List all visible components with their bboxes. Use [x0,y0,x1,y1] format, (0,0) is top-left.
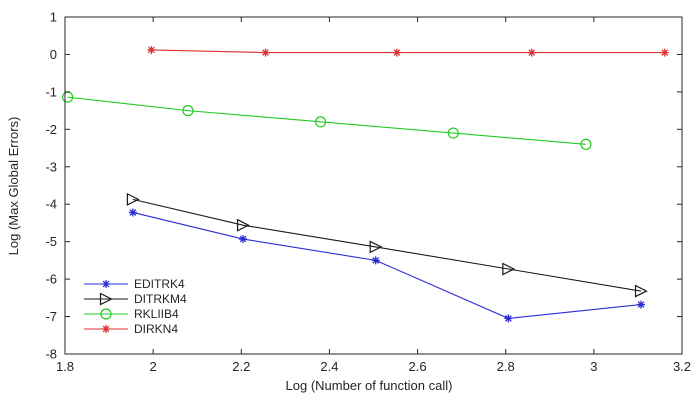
data-point-rkliib4 [580,138,592,150]
legend-box [77,273,229,343]
x-tick-label: 2.4 [320,359,338,374]
data-point-editrk4 [239,235,248,244]
x-tick-label: 2 [150,359,157,374]
data-point-dirkn4 [147,45,156,54]
y-tick-label: -8 [45,347,57,362]
data-point-dirkn4 [660,48,669,57]
data-point-ditrkm4 [236,218,250,232]
data-point-rkliib4 [315,116,327,128]
legend-label-dirkn4: DIRKN4 [134,322,178,336]
legend-marker-ditrkm4 [99,292,113,306]
data-point-editrk4 [504,314,513,323]
axes-frame [64,16,683,355]
data-point-editrk4 [128,208,137,217]
legend-label-rkliib4: RKLIIB4 [134,307,179,321]
x-tick-label: 3 [590,359,597,374]
legend-marker-rkliib4 [100,308,112,320]
data-point-rkliib4 [182,105,194,117]
legend-label-editrk4: EDITRK4 [134,277,185,291]
x-axis-title: Log (Number of function call) [286,378,453,393]
y-tick-label: 0 [50,47,57,62]
y-tick-label: -5 [45,234,57,249]
data-point-dirkn4 [527,48,536,57]
legend-marker-editrk4 [102,280,110,288]
y-tick-label: -1 [45,84,57,99]
y-tick-label: -7 [45,309,57,324]
data-point-editrk4 [371,256,380,265]
plot-area [62,45,669,323]
x-tick-label: 1.8 [56,359,74,374]
series-line-rkliib4 [67,96,586,145]
y-tick-label: -2 [45,122,57,137]
data-point-rkliib4 [447,127,459,139]
y-tick-label: -6 [45,272,57,287]
legend-label-ditrkm4: DITRKM4 [134,292,187,306]
x-tick-label: 3.2 [673,359,691,374]
axes: 1.8 2 2.2 2.4 2.6 2.8 3 3.2 1 0 -1 -2 -3 -4 -5 -6 -7 -8 [45,10,691,375]
data-point-dirkn4 [392,48,401,57]
legend-marker-dirkn4 [102,325,110,333]
data-point-ditrkm4 [126,192,140,206]
x-tick-label: 2.8 [497,359,515,374]
data-point-ditrkm4 [634,284,648,298]
data-point-ditrkm4 [502,262,516,276]
x-tick-label: 2.2 [232,359,250,374]
y-tick-label: -4 [45,197,57,212]
y-tick-label: 1 [50,10,57,25]
y-tick-label: -3 [45,159,57,174]
data-point-editrk4 [637,300,646,309]
x-tick-label: 2.6 [409,359,427,374]
data-point-ditrkm4 [369,240,383,254]
data-point-dirkn4 [261,48,270,57]
series-line-ditrkm4 [132,198,642,292]
y-axis-title: Log (Max Global Errors) [6,117,21,256]
